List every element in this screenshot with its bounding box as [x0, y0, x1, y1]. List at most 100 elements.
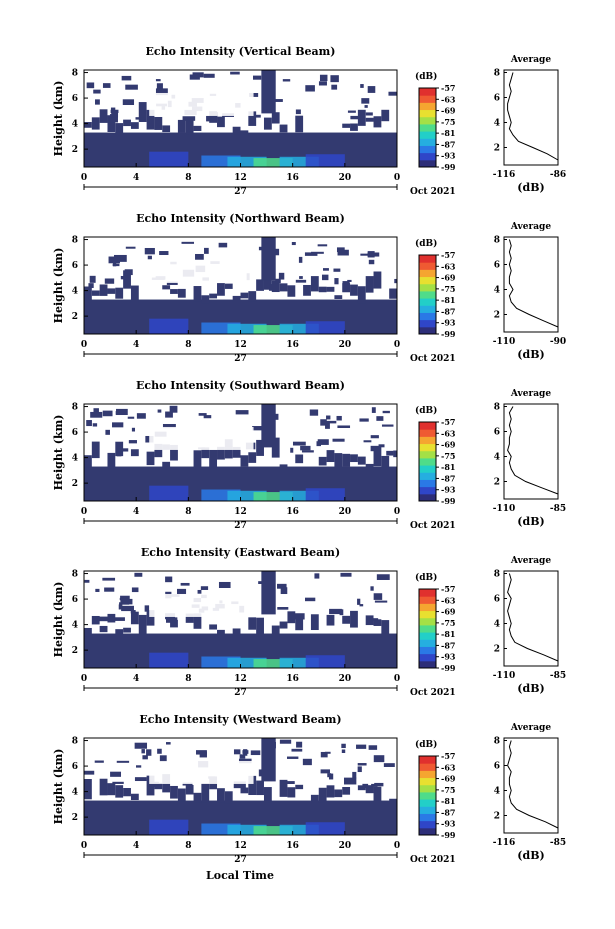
avg-frame	[503, 403, 559, 500]
echo-cell	[99, 625, 108, 633]
colorbar-segment	[419, 319, 436, 328]
colorbar-segment	[419, 269, 436, 278]
echo-strong	[279, 323, 319, 334]
echo-cell	[86, 420, 92, 427]
echo-cell	[381, 455, 390, 468]
colorbar-tick-label: -87	[441, 306, 455, 316]
echo-strong	[305, 655, 345, 668]
avg-unit: (dB)	[517, 515, 544, 528]
echo-cell	[356, 744, 367, 749]
echo-cell	[363, 440, 372, 443]
echo-cell	[185, 613, 194, 623]
echo-strong	[227, 657, 267, 668]
colorbar-tick-label: -63	[441, 762, 456, 772]
echo-cell	[193, 450, 202, 469]
echo-cell	[295, 454, 304, 464]
echo-cell	[359, 604, 364, 607]
echo-cell	[365, 276, 374, 293]
echo-cell	[374, 600, 388, 603]
echo-cell	[336, 247, 345, 253]
echo-cell	[250, 750, 261, 756]
echo-cell	[110, 107, 116, 114]
echo-column	[261, 404, 276, 448]
echo-cell	[91, 290, 100, 296]
colorbar-segment	[419, 305, 436, 313]
colorbar-segment	[419, 276, 436, 285]
echo-cell	[217, 629, 225, 635]
echo-cell	[240, 130, 249, 135]
y-tick-label: 4	[72, 454, 78, 464]
avg-x-tick-label: -116	[493, 170, 516, 180]
echo-cell	[123, 270, 131, 289]
echo-cell	[350, 610, 358, 628]
colorbar-segment	[419, 95, 436, 103]
echo-cell	[367, 86, 376, 93]
echo-cell	[95, 616, 109, 622]
avg-y-tick-label: 8	[494, 403, 500, 413]
colorbar-segment	[419, 159, 436, 168]
echo-cell	[193, 613, 202, 629]
day-label: 27	[234, 521, 247, 531]
colorbar-tick-label: -69	[441, 273, 456, 283]
colorbar-segment	[419, 827, 436, 836]
echo-cell	[329, 608, 342, 615]
echo-cell	[115, 629, 124, 635]
echo-cell	[268, 284, 275, 291]
x-tick-label: 8	[185, 507, 191, 517]
echo-cell	[373, 786, 382, 804]
avg-y-tick-label: 4	[494, 119, 500, 129]
panel-title: Echo Intensity (Westward Beam)	[139, 713, 341, 726]
echo-cell	[99, 284, 108, 296]
x-tick-label: 20	[339, 340, 352, 350]
y-tick-label: 8	[72, 236, 78, 246]
echo-cell	[320, 769, 330, 774]
echo-cell	[130, 610, 136, 614]
echo-cell	[170, 785, 178, 799]
echo-cell	[102, 577, 116, 581]
colorbar-tick-label: -75	[441, 451, 455, 461]
echo-cell	[295, 784, 304, 790]
x-tick-label: 20	[339, 674, 352, 684]
echo-cell	[383, 763, 395, 767]
echo-cell	[193, 125, 202, 132]
avg-frame	[503, 737, 559, 834]
echo-cell	[200, 586, 209, 590]
date-label: Oct 2021	[410, 855, 456, 865]
clear-region	[149, 760, 254, 784]
echo-cell	[319, 74, 328, 82]
echo-cell	[279, 621, 288, 629]
echo-cell	[233, 749, 241, 755]
colorbar-segment	[419, 422, 436, 430]
echo-cell	[342, 283, 351, 293]
echo-cell	[93, 89, 101, 94]
echo-cell	[217, 116, 225, 128]
colorbar-tick-label: -93	[441, 318, 456, 328]
echo-cell	[342, 786, 351, 795]
echo-cell	[396, 775, 397, 780]
echo-cell	[316, 441, 321, 447]
echo-cell	[318, 787, 327, 803]
echo-cell	[277, 607, 289, 610]
beam-panel: Echo Intensity (Eastward Beam) 2 4 6 8 Height…	[52, 546, 566, 698]
echo-cell	[238, 758, 252, 764]
avg-title: Average	[510, 389, 551, 399]
echo-cell	[170, 619, 178, 628]
avg-profile-line	[507, 573, 559, 662]
y-tick-label: 8	[72, 69, 78, 79]
echo-cell	[111, 110, 119, 118]
echo-cell	[130, 611, 139, 625]
echo-cell	[192, 72, 204, 78]
echo-cell	[177, 788, 186, 802]
echo-cell	[365, 117, 374, 122]
echo-strong	[149, 819, 189, 835]
avg-profile-line	[507, 740, 559, 829]
echo-cell	[326, 415, 331, 420]
echo-cell	[209, 111, 218, 123]
echo-cell	[146, 109, 155, 130]
colorbar-segment	[419, 116, 436, 125]
echo-strong	[149, 151, 189, 167]
echo-cell	[357, 785, 366, 791]
echo-cell	[373, 271, 382, 289]
colorbar-segment	[419, 312, 436, 321]
